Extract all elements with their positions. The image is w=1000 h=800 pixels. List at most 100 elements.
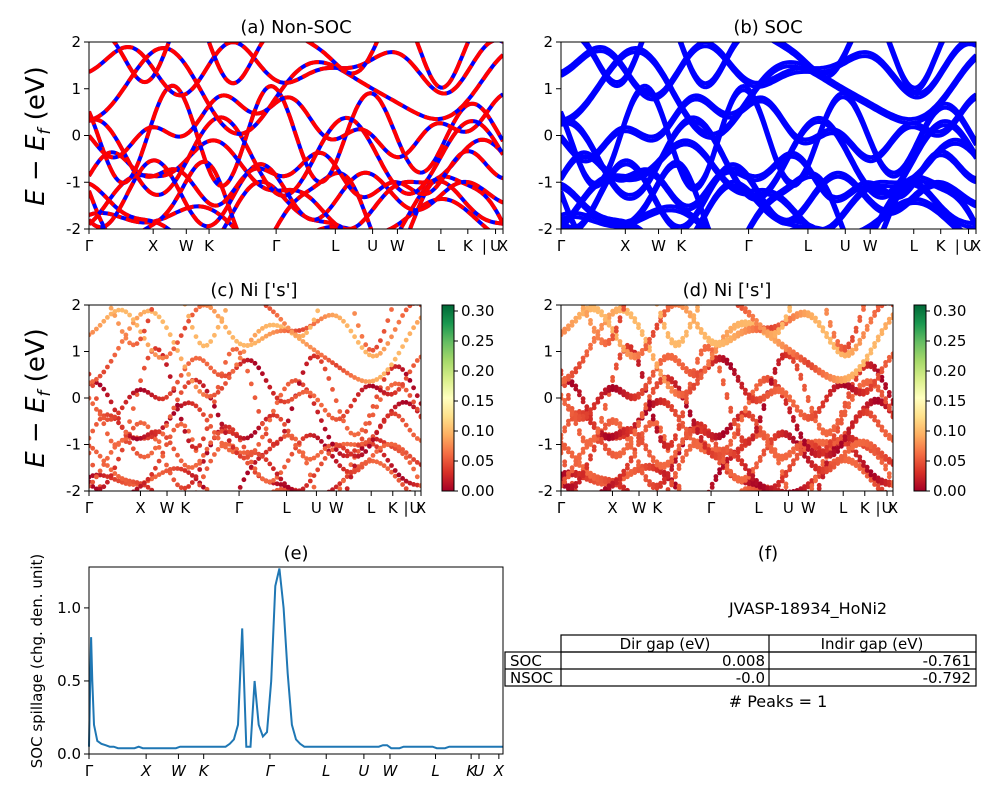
projection-point: [890, 411, 893, 417]
projection-point: [164, 354, 169, 360]
projection-point: [787, 406, 793, 412]
projection-point: [226, 424, 232, 430]
projection-point: [105, 474, 110, 479]
projection-point: [669, 340, 675, 346]
projection-point: [739, 435, 745, 440]
projection-point: [831, 342, 837, 347]
projection-point: [282, 386, 287, 392]
projection-point: [654, 420, 660, 426]
projection-point: [278, 482, 284, 487]
projection-point: [296, 440, 302, 446]
projection-point: [794, 363, 800, 369]
projection-point: [743, 326, 748, 332]
projection-point: [156, 439, 162, 445]
projection-point: [654, 361, 660, 366]
projection-point: [237, 453, 243, 459]
projection-point: [669, 463, 675, 469]
xtick-label: K: [936, 237, 947, 255]
projection-point: [392, 404, 398, 410]
projection-point: [746, 410, 752, 416]
projection-point: [795, 510, 800, 515]
projection-point: [709, 352, 715, 358]
projection-point: [330, 453, 335, 459]
projection-point: [260, 497, 265, 502]
projection-point: [588, 442, 593, 447]
projection-point: [639, 411, 645, 416]
band-line-split: [561, 119, 976, 202]
projection-point: [193, 377, 199, 383]
projection-point: [658, 425, 663, 431]
projection-point: [879, 366, 885, 371]
projection-point: [141, 365, 147, 371]
projection-point: [400, 382, 405, 387]
projection-point: [879, 398, 885, 404]
projection-point: [123, 477, 129, 483]
xtick-label: |: [876, 499, 881, 517]
projection-point: [167, 374, 173, 379]
projection-point: [625, 426, 630, 431]
projection-point: [145, 476, 151, 482]
projection-point: [713, 355, 719, 361]
projection-point: [208, 498, 213, 503]
projection-point: [720, 339, 726, 344]
projection-point: [673, 355, 678, 360]
projection-point: [141, 336, 147, 341]
projection-point: [784, 493, 789, 498]
colorbar-tick-label: 0.25: [933, 332, 966, 350]
projection-point: [768, 391, 774, 397]
projection-point: [676, 358, 682, 364]
projection-point: [816, 422, 822, 428]
projection-point: [680, 335, 686, 341]
projection-point: [138, 329, 144, 335]
projection-point: [787, 432, 793, 438]
projection-point: [201, 484, 206, 490]
projection-point: [403, 371, 409, 377]
projection-point: [322, 407, 328, 413]
projection-point: [319, 492, 324, 497]
projection-point: [396, 401, 402, 407]
projection-point: [706, 359, 711, 364]
projection-point: [791, 446, 796, 452]
projection-point: [599, 337, 604, 343]
projection-point: [647, 376, 652, 382]
projection-point: [208, 365, 214, 371]
projection-point: [768, 324, 774, 330]
projection-point: [610, 378, 615, 384]
projection-point: [824, 311, 829, 316]
projection-point: [816, 465, 822, 471]
projection-point: [861, 388, 866, 394]
projection-point: [256, 442, 262, 447]
projection-point: [628, 355, 634, 360]
projection-point: [773, 497, 778, 502]
projection-point: [639, 371, 645, 376]
projection-point: [94, 422, 99, 427]
projection-point: [577, 311, 582, 317]
xtick-label: U: [490, 237, 501, 255]
projection-point: [326, 357, 332, 363]
projection-point: [658, 428, 663, 434]
projection-point: [665, 459, 671, 465]
projection-point: [278, 328, 284, 334]
projection-point: [322, 426, 328, 432]
projection-point: [617, 305, 623, 311]
projection-point: [602, 320, 608, 326]
projection-point: [153, 465, 158, 471]
projection-point: [879, 486, 885, 491]
projection-point: [661, 375, 667, 381]
projection-point: [798, 309, 804, 315]
projection-point: [326, 517, 331, 522]
projection-point: [108, 305, 114, 311]
projection-point: [647, 394, 652, 399]
projection-point: [333, 442, 339, 447]
projection-point: [606, 418, 612, 424]
projection-point: [119, 447, 125, 453]
projection-point: [684, 389, 689, 395]
projection-point: [573, 366, 579, 372]
projection-point: [861, 408, 866, 413]
projection-point: [831, 424, 837, 430]
projection-point: [732, 476, 737, 482]
projection-point: [835, 421, 841, 427]
projection-point: [407, 453, 413, 459]
projection-point: [344, 441, 350, 447]
